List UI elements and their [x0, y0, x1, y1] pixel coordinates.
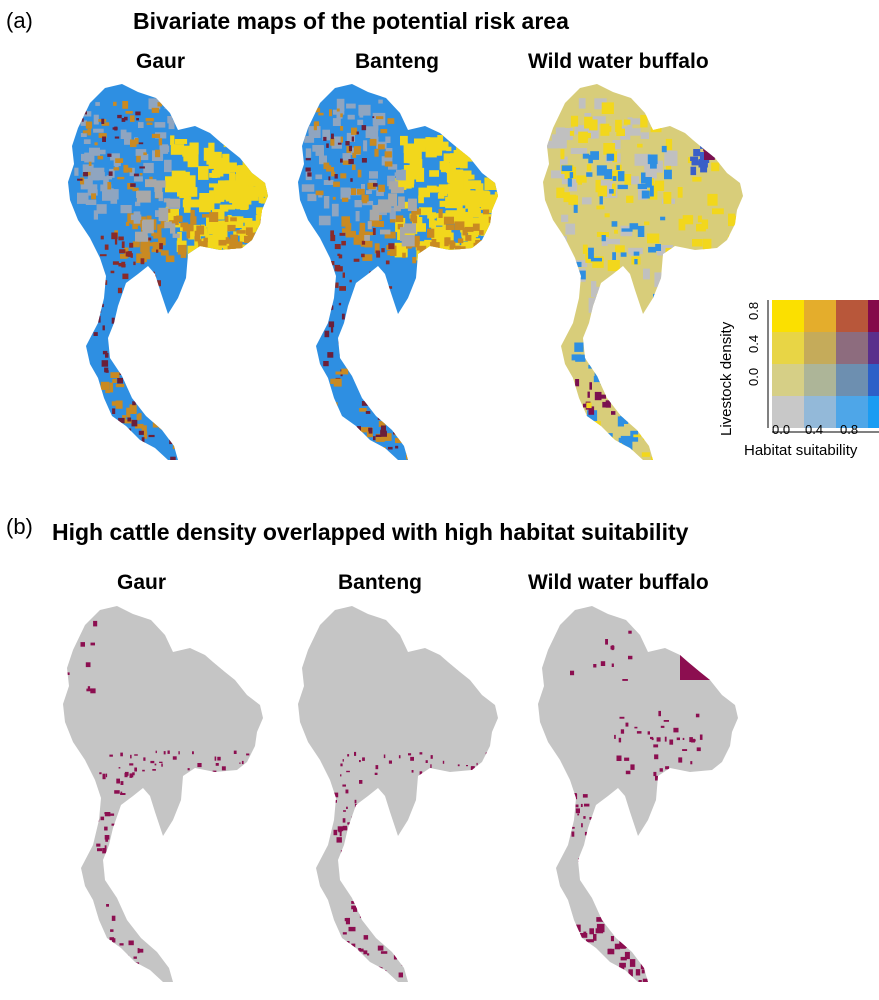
overlap-map-buffalo — [538, 606, 738, 982]
legend-x-tick: 0.8 — [840, 422, 859, 437]
legend-cell — [772, 396, 804, 428]
legend-x-label: Habitat suitability — [744, 442, 858, 459]
bivariate-legend: Livestock density 0.0 0.4 0.8 0.0 0.4 0.… — [700, 290, 879, 470]
overlap-map-gaur — [63, 606, 263, 982]
legend-y-tick: 0.0 — [746, 367, 761, 386]
legend-cell — [804, 332, 836, 364]
legend-x-tick: 0.0 — [772, 422, 791, 437]
country-outline — [68, 84, 268, 460]
panel-a-title: Bivariate maps of the potential risk are… — [133, 8, 569, 34]
legend-cell — [804, 300, 836, 332]
legend-cell — [772, 300, 804, 332]
legend-cell — [804, 396, 836, 428]
country-outline — [298, 606, 498, 982]
map-a-title-buffalo: Wild water buffalo — [528, 50, 709, 73]
panel-b-letter: (b) — [6, 514, 33, 539]
legend-x-tick: 0.4 — [805, 422, 824, 437]
map-b-title-banteng: Banteng — [338, 571, 422, 594]
legend-cell — [868, 300, 879, 332]
legend-y-tick: 0.4 — [746, 334, 761, 353]
legend-cell — [804, 364, 836, 396]
overlap-map-banteng — [298, 606, 498, 982]
legend-grid — [767, 300, 879, 433]
legend-cell — [772, 364, 804, 396]
legend-y-label: Livestock density — [718, 321, 735, 436]
country-outline — [538, 606, 738, 982]
legend-cell — [836, 332, 868, 364]
panel-b-title: High cattle density overlapped with high… — [52, 519, 689, 545]
legend-cell — [868, 332, 879, 364]
bivariate-map-banteng — [298, 84, 498, 460]
legend-cell — [868, 364, 879, 396]
legend-y-tick: 0.8 — [746, 301, 761, 320]
legend-cell — [836, 300, 868, 332]
map-a-title-gaur: Gaur — [136, 50, 186, 73]
map-b-title-buffalo: Wild water buffalo — [528, 571, 709, 594]
bivariate-map-gaur — [68, 84, 268, 460]
legend-cell — [836, 396, 868, 428]
country-outline — [298, 84, 498, 460]
legend-cell — [772, 332, 804, 364]
legend-cell — [836, 364, 868, 396]
country-outline — [63, 606, 263, 982]
map-b-title-gaur: Gaur — [117, 571, 167, 594]
bivariate-map-buffalo — [543, 84, 743, 460]
panel-a-letter: (a) — [6, 8, 33, 33]
map-a-title-banteng: Banteng — [355, 50, 439, 73]
legend-cell — [868, 396, 879, 428]
